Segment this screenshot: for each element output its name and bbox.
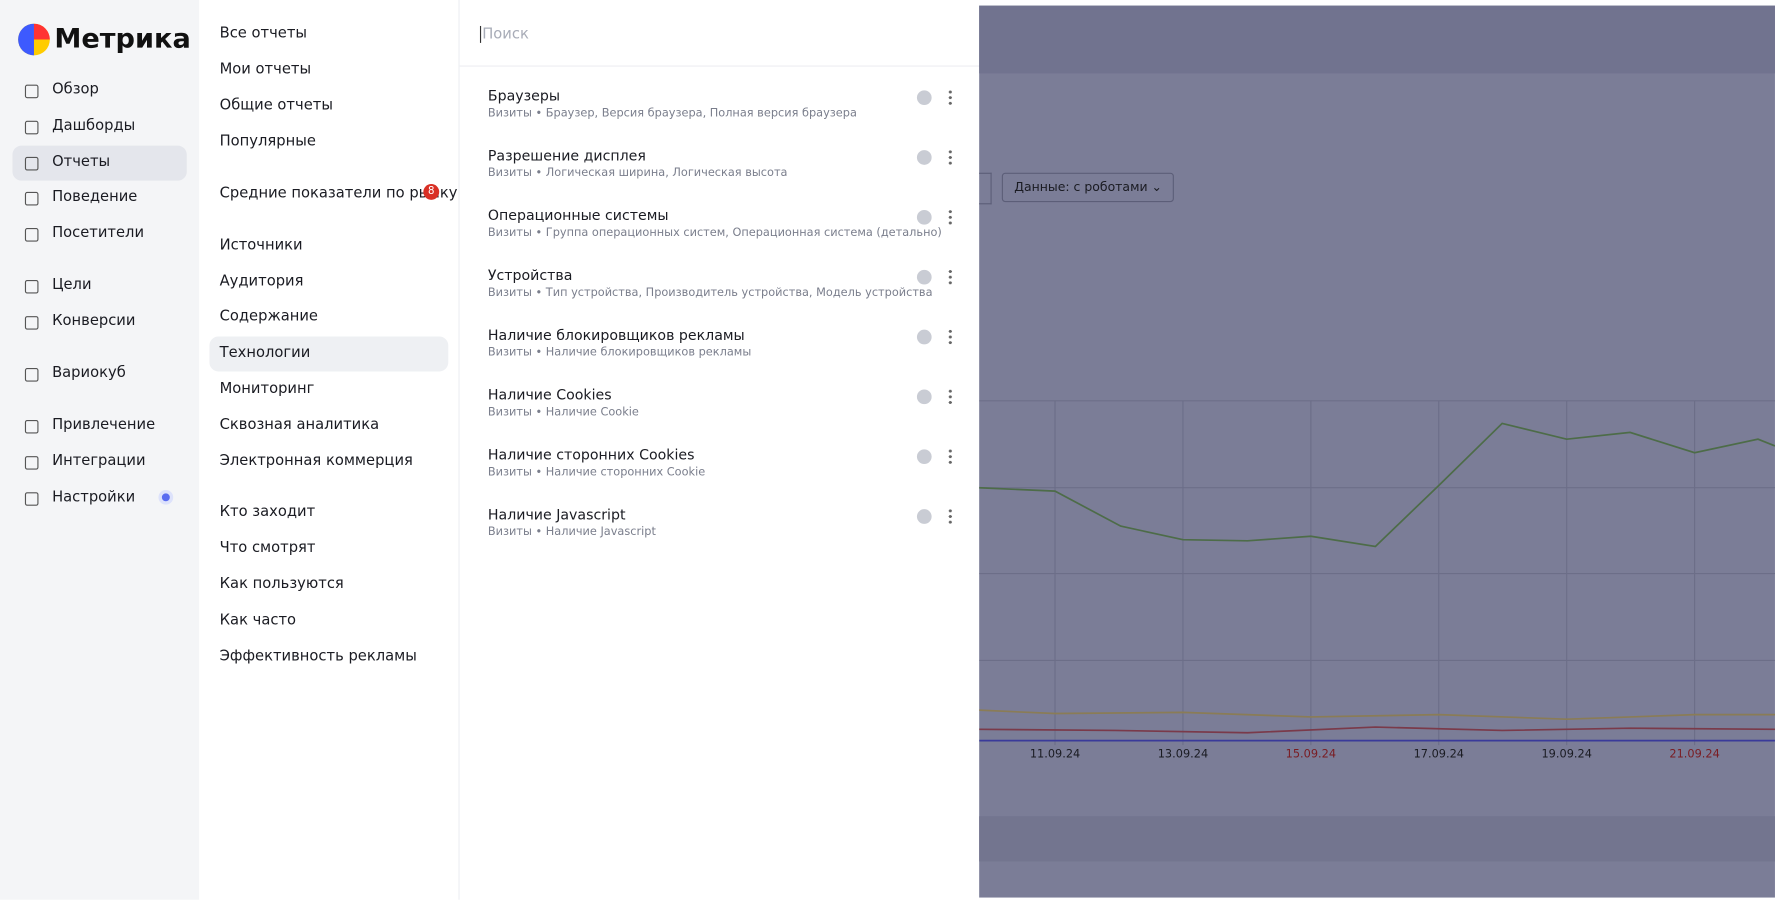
data-button: Данные: с роботами ⌄: [1001, 172, 1175, 203]
submenu-item[interactable]: Электронная коммерция: [219, 452, 413, 470]
report-title[interactable]: Наличие Javascript: [487, 505, 626, 523]
nav-item[interactable]: Посетители: [52, 224, 145, 242]
badge: 8: [423, 184, 440, 200]
date-label: 13.09.24: [1157, 748, 1209, 761]
settings-dot: [161, 493, 170, 502]
report-menu[interactable]: [948, 208, 953, 226]
report-icon: [916, 449, 932, 465]
submenu-item[interactable]: Средние показатели по рынку 8: [219, 184, 458, 203]
report-title[interactable]: Устройства: [487, 266, 573, 284]
submenu-item[interactable]: Эффективность рекламы: [219, 648, 417, 665]
report-menu[interactable]: [948, 388, 953, 406]
report-menu[interactable]: [948, 328, 953, 346]
dimmed-background: Данные: с роботами ⌄ 11.09.24 13.09.24 15.…: [979, 5, 1775, 898]
nav-item[interactable]: Вариокуб: [52, 364, 126, 382]
report-subtitle: Визиты • Наличие Javascript: [487, 526, 656, 539]
nav-item[interactable]: Обзор: [52, 81, 99, 99]
report-menu[interactable]: [948, 89, 953, 107]
nav-icon: [24, 156, 39, 171]
report-subtitle: Визиты • Группа операционных систем, Опе…: [487, 226, 942, 240]
nav-item[interactable]: Дашборды: [52, 117, 136, 135]
report-title[interactable]: Наличие сторонних Cookies: [487, 445, 695, 463]
sidebar: Метрика Обзор Дашборды Отчеты Поведение Посе…: [0, 0, 200, 900]
report-subtitle: Визиты • Наличие блокировщиков рекламы: [487, 346, 752, 360]
bg-chart: [979, 400, 1775, 746]
report-menu[interactable]: [948, 508, 953, 525]
report-title[interactable]: Операционные системы: [487, 206, 669, 224]
logo-icon: [18, 23, 50, 56]
report-title[interactable]: Наличие Cookies: [487, 386, 612, 404]
date-label: 21.09.24: [1669, 748, 1720, 761]
submenu-item[interactable]: Содержание: [219, 308, 318, 326]
nav-icon: [24, 120, 39, 135]
nav-item[interactable]: Отчеты: [52, 153, 111, 171]
nav-item[interactable]: Цели: [52, 276, 92, 294]
report-icon: [916, 329, 932, 345]
report-title[interactable]: Браузеры: [487, 86, 561, 104]
report-icon: [916, 209, 932, 225]
submenu-item[interactable]: Общие отчеты: [219, 97, 333, 115]
nav-icon: [24, 419, 39, 434]
nav-icon: [24, 84, 39, 99]
nav-item[interactable]: Поведение: [52, 188, 138, 206]
submenu-item[interactable]: Сквозная аналитика: [219, 416, 380, 434]
nav-icon: [24, 368, 39, 382]
nav-item[interactable]: Настройки: [52, 488, 136, 506]
bg-footer: [979, 816, 1775, 862]
submenu-item[interactable]: Как часто: [219, 611, 297, 629]
submenu-item[interactable]: Технологии: [219, 344, 311, 362]
nav-icon: [24, 191, 39, 206]
bg-button: [979, 172, 992, 205]
report-icon: [916, 90, 932, 105]
nav-icon: [24, 492, 39, 506]
divider: [459, 65, 981, 67]
report-title[interactable]: Наличие блокировщиков рекламы: [487, 326, 745, 344]
reports-panel: Поиск Браузеры Визиты • Браузер, Версия б…: [458, 0, 981, 900]
nav-icon: [24, 279, 39, 294]
report-subtitle: Визиты • Браузер, Версия браузера, Полна…: [487, 107, 857, 120]
date-label: 15.09.24: [1285, 748, 1337, 761]
report-subtitle: Визиты • Наличие Cookie: [487, 406, 639, 419]
submenu: Все отчеты Мои отчеты Общие отчеты Популярн…: [199, 0, 459, 900]
report-subtitle: Визиты • Логическая ширина, Логическая в…: [487, 167, 788, 180]
report-menu[interactable]: [948, 448, 953, 466]
submenu-item[interactable]: Кто заходит: [219, 503, 316, 521]
submenu-item[interactable]: Аудитория: [219, 273, 304, 291]
report-icon: [916, 509, 932, 524]
nav-item[interactable]: Конверсии: [52, 312, 136, 330]
report-menu[interactable]: [948, 268, 953, 286]
report-subtitle: Визиты • Тип устройства, Производитель у…: [487, 286, 933, 300]
submenu-item[interactable]: Как пользуются: [219, 575, 344, 593]
active-submenu-bg: [209, 336, 449, 372]
submenu-item[interactable]: Что смотрят: [219, 539, 316, 557]
submenu-item[interactable]: Мои отчеты: [219, 60, 312, 78]
submenu-item[interactable]: Все отчеты: [219, 24, 308, 42]
report-icon: [916, 150, 932, 165]
date-label: 19.09.24: [1541, 748, 1592, 761]
bg-header: [979, 5, 1775, 74]
nav-icon: [24, 228, 39, 242]
data-button-label: Данные: с роботами: [1014, 179, 1148, 195]
date-label: 17.09.24: [1413, 748, 1464, 761]
logo: Метрика: [54, 22, 191, 55]
nav-item[interactable]: Интеграции: [52, 452, 146, 470]
report-title[interactable]: Разрешение дисплея: [487, 146, 646, 164]
submenu-item[interactable]: Мониторинг: [219, 380, 315, 398]
date-label: 11.09.24: [1029, 748, 1081, 761]
report-subtitle: Визиты • Наличие сторонних Cookie: [487, 466, 706, 479]
report-menu[interactable]: [948, 149, 953, 166]
nav-icon: [24, 316, 39, 330]
submenu-item[interactable]: Популярные: [219, 133, 316, 151]
report-icon: [916, 389, 932, 405]
nav-item[interactable]: Привлечение: [52, 416, 156, 434]
submenu-item[interactable]: Источники: [219, 237, 303, 255]
nav-icon: [24, 456, 39, 470]
active-nav-bg: [12, 145, 187, 181]
report-icon: [916, 269, 932, 285]
search-input[interactable]: Поиск: [479, 25, 529, 43]
